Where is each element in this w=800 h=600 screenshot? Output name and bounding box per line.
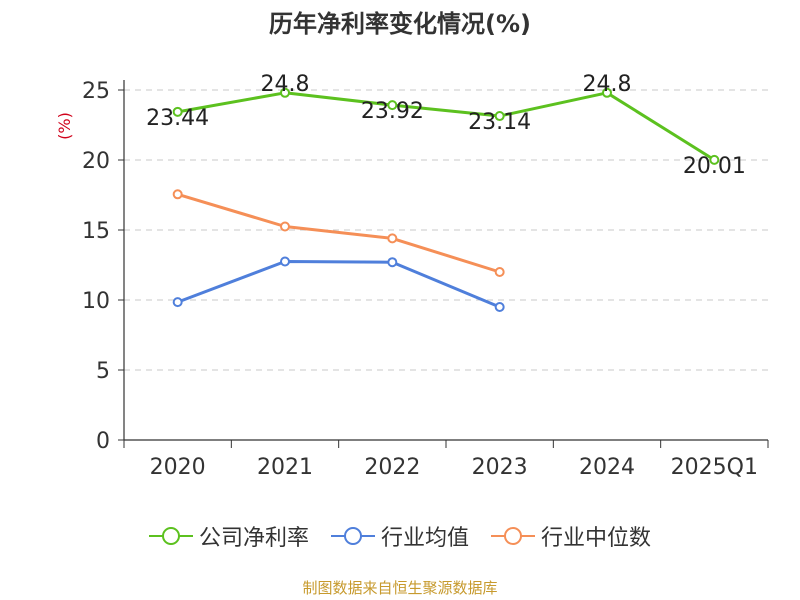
data-point-company-2022 [387,100,398,111]
legend-swatch-company [148,527,193,545]
data-point-company-2023 [494,111,505,122]
legend-label-company: 公司净利率 [198,526,309,551]
data-point-company-2020 [172,106,183,117]
data-label-company-2023: 23.14 [468,110,531,135]
data-label-company-2021: 24.8 [261,72,310,97]
data-point-industry-average-2022 [387,257,398,268]
data-point-industry-average-2020 [172,297,183,308]
legend-swatch-marker [504,527,522,545]
y-tick-label-5: 5 [96,359,110,384]
data-point-industry-average-2023 [494,302,505,312]
legend-label-industry-median: 行业中位数 [541,526,652,551]
x-tick-label-2024: 2024 [579,455,635,480]
x-tick-label-2025Q1: 2025Q1 [671,455,758,480]
series-line-company [177,91,716,162]
y-tick-label-25: 25 [82,79,110,104]
data-label-company-2024: 24.8 [583,72,632,97]
x-tick-label-2023: 2023 [472,455,528,480]
y-tick-label-20: 20 [82,149,110,174]
legend-swatch-industry-median [491,527,535,545]
x-tick-label-2021: 2021 [257,455,313,480]
data-point-industry-average-2021 [280,256,290,267]
y-tick-label-0: 0 [96,429,110,454]
data-label-company-2020: 23.44 [146,106,209,131]
data-point-industry-median-2021 [280,221,290,232]
data-point-industry-median-2022 [387,233,398,244]
legend-swatch-marker [343,527,362,545]
legend: 公司净利率 行业均值 行业中位数 [0,520,800,552]
source-note: 制图数据来自恒生聚源数据库 [302,579,498,597]
data-point-company-2024 [602,87,612,98]
series-line-industry-average [177,260,501,309]
y-tick-label-15: 15 [82,219,110,244]
data-label-company-2022: 23.92 [361,99,424,124]
data-point-industry-median-2020 [172,189,183,200]
legend-swatch-marker [161,527,180,545]
legend-label-industry-average: 行业均值 [380,526,469,551]
chart-title: 历年净利率变化情况(%) [269,10,531,38]
data-label-company-2025Q1: 20.01 [683,154,746,179]
legend-item-company[interactable]: 公司净利率 [148,520,309,552]
data-point-company-2025Q1 [709,154,720,165]
legend-item-industry-average[interactable]: 行业均值 [330,520,469,552]
data-point-company-2021 [280,87,290,98]
legend-swatch-industry-average [330,527,375,545]
legend-item-industry-median[interactable]: 行业中位数 [491,520,651,552]
data-point-industry-median-2023 [494,267,505,277]
y-tick-label-10: 10 [82,289,110,314]
y-axis-unit-label: (%) [55,112,74,140]
x-tick-label-2022: 2022 [364,455,420,480]
series-line-industry-median [177,192,501,274]
x-tick-label-2020: 2020 [150,455,206,480]
